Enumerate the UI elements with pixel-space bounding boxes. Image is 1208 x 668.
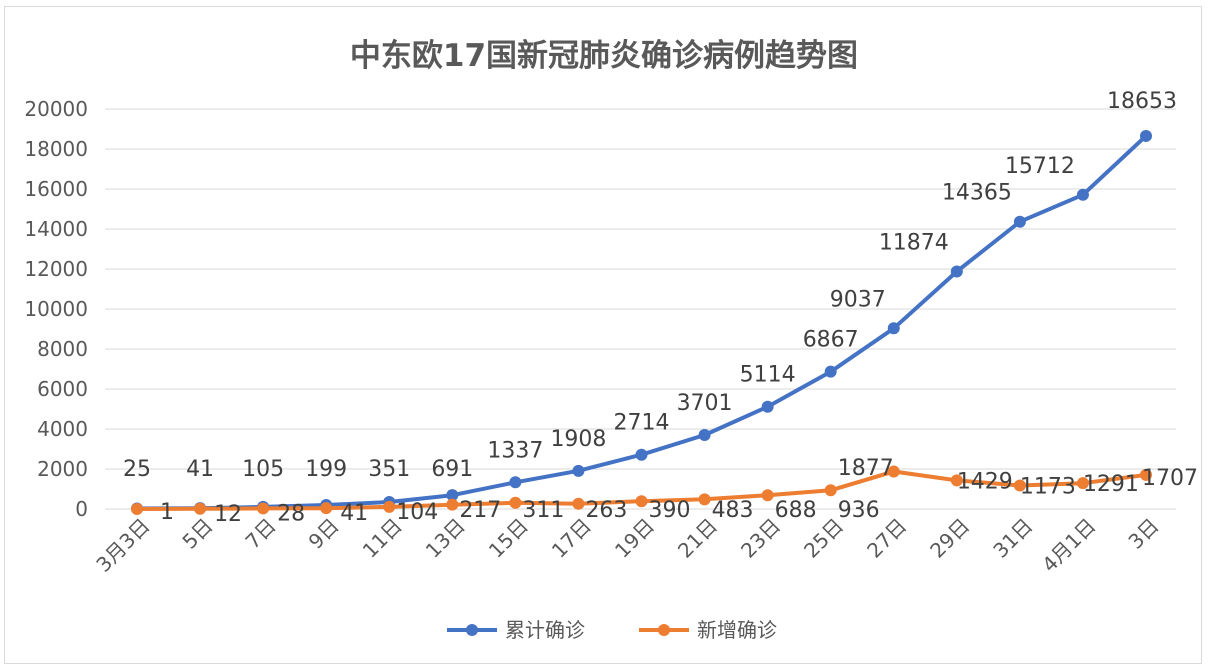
x-tick-label: 4月1日 [1037,514,1100,577]
series-2-point [1076,477,1089,490]
data-label-cumulative: 105 [242,457,284,482]
data-label-new: 1429 [957,469,1013,494]
series-2-point [509,496,522,509]
series-1-point [1140,129,1152,142]
series-1-point [824,365,837,378]
data-label-new: 1707 [1142,466,1198,491]
data-label-new: 12 [214,502,242,527]
data-label-new: 1291 [1083,472,1139,497]
legend-marker [658,624,670,636]
legend: 累计确诊 新增确诊 [447,618,777,642]
data-labels: 25 41 105 199 351 691 1337 1908 2714 3701 5114 6867… [123,89,1198,527]
y-tick-label: 4000 [37,417,88,441]
data-label-new: 217 [459,498,501,523]
series-2-point [635,495,648,508]
series-2-point [1013,479,1026,492]
series-1-point [572,464,585,477]
data-label-new: 688 [775,498,817,523]
data-label-cumulative: 41 [186,457,214,482]
data-label-cumulative: 5114 [740,363,796,388]
y-tick-label: 20000 [24,97,88,121]
series-1-point [761,400,774,413]
data-label-new: 311 [522,498,564,523]
data-label-new: 104 [396,500,438,525]
data-label-new: 1877 [838,456,894,481]
series-1-point [446,489,459,502]
data-label-new: 1 [160,500,174,525]
data-label-new: 483 [712,498,754,523]
series-1-point [1013,215,1026,228]
legend-label: 新增确诊 [697,618,777,642]
data-label-cumulative: 1337 [487,438,543,463]
series-2-point [887,465,900,478]
data-label-new: 41 [340,501,368,526]
y-axis-ticks: 0 2000 4000 6000 8000 10000 12000 14000 16000 180… [24,97,88,521]
data-label-cumulative: 14365 [942,181,1012,206]
data-label-cumulative: 351 [368,457,410,482]
x-tick-label: 3月3日 [91,514,154,577]
y-tick-label: 0 [75,497,88,521]
series-2-point [257,502,270,515]
x-tick-label: 5日 [177,514,217,554]
chart-title: 中东欧17国新冠肺炎确诊病例趋势图 [350,38,858,74]
data-label-cumulative: 199 [305,457,347,482]
series-1-point [509,476,522,489]
series-2-point [383,500,396,513]
data-label-cumulative: 15712 [1005,154,1075,179]
legend-marker [466,624,478,636]
series-2-point [950,474,963,487]
data-label-new: 1173 [1020,475,1076,500]
y-tick-label: 2000 [37,457,88,481]
data-label-cumulative: 691 [431,457,473,482]
y-tick-label: 12000 [24,257,88,281]
y-tick-label: 14000 [24,217,88,241]
series-2-point [761,489,774,502]
series-2-point [824,484,837,497]
chart-frame [4,6,1202,664]
series-lines [131,129,1152,515]
y-tick-label: 10000 [24,297,88,321]
series-1-point [698,428,711,441]
y-tick-label: 8000 [37,337,88,361]
series-1-point [887,322,900,335]
data-label-cumulative: 18653 [1107,89,1177,114]
x-axis-ticks: 3月3日 5日 7日 9日 11日 13日 15日 17日 19日 21日 23日 25日 27日 29日… [91,514,1163,577]
legend-label: 累计确诊 [505,618,585,642]
series-1-point [635,448,648,461]
data-label-cumulative: 9037 [830,287,886,312]
series-2-point [698,493,711,506]
x-tick-label: 31日 [988,514,1037,563]
series-2-point [1140,468,1152,481]
data-label-new: 936 [838,498,880,523]
x-tick-label: 3日 [1123,514,1163,554]
data-label-new: 263 [585,498,627,523]
series-1-point [1076,188,1089,201]
data-label-new: 390 [649,498,691,523]
series-2-point [446,498,459,511]
data-label-cumulative: 3701 [677,391,733,416]
y-tick-label: 18000 [24,137,88,161]
series-2-point [194,502,207,515]
y-tick-label: 16000 [24,177,88,201]
data-label-cumulative: 25 [123,457,151,482]
data-label-cumulative: 2714 [614,411,670,436]
series-2-point [320,502,333,515]
data-label-new: 28 [277,501,305,526]
data-label-cumulative: 11874 [879,231,949,256]
y-tick-label: 6000 [37,377,88,401]
x-tick-label: 9日 [304,514,344,554]
series-2-point [572,497,585,510]
series-2-point [131,502,143,515]
series-1-point [950,265,963,278]
data-label-cumulative: 1908 [550,427,606,452]
x-tick-label: 7日 [241,514,281,554]
data-label-cumulative: 6867 [803,328,859,353]
x-tick-label: 29日 [925,514,974,563]
